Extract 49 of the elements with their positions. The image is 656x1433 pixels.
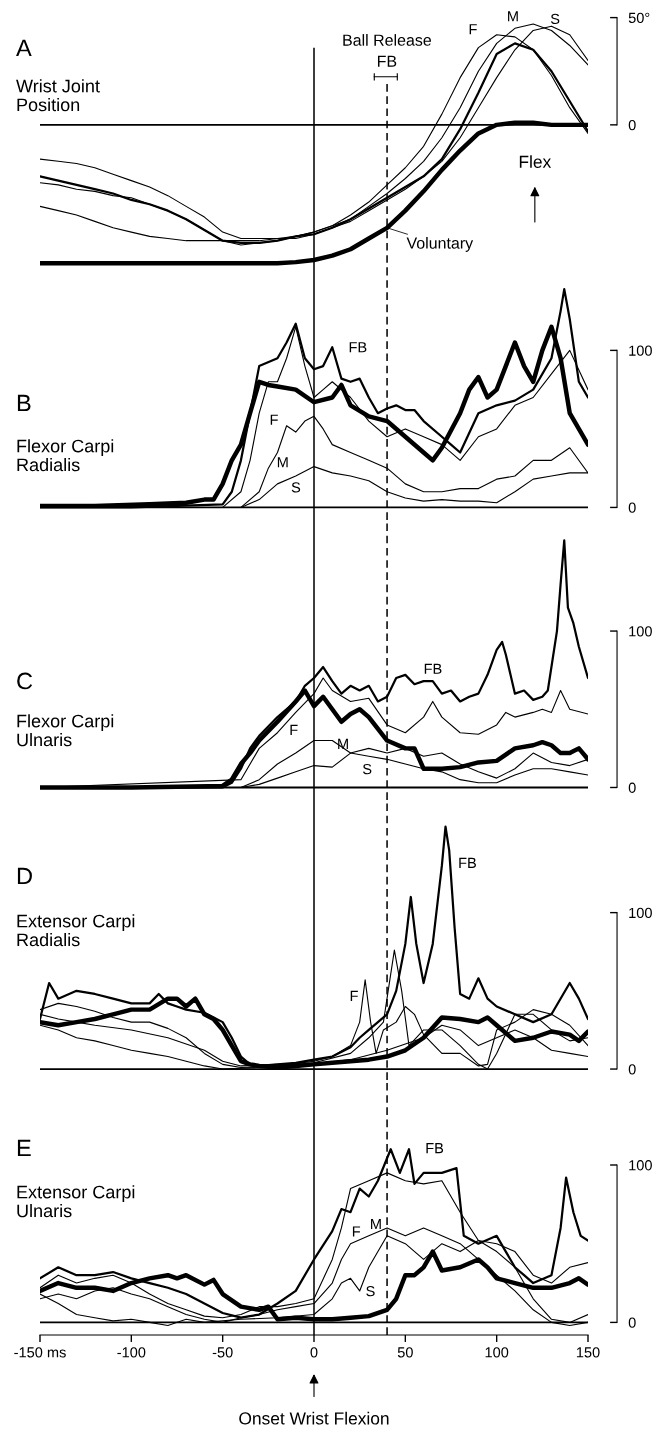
annotation: F [352, 1226, 361, 1237]
text: B [17, 394, 31, 412]
y-tick-label: 100 [629, 345, 652, 356]
text: Flexor Carpi Ulnaris [17, 714, 114, 747]
annotation: FB [349, 342, 367, 353]
y-tick-label: 0 [628, 119, 636, 131]
annotation: FB [426, 1143, 444, 1154]
x-tick-label: 150 [576, 1347, 600, 1358]
annotation: M [338, 738, 348, 749]
y-tick-label: 0 [628, 1317, 636, 1328]
annotation: Voluntary [406, 237, 474, 252]
annotation: S [291, 482, 301, 493]
annotation: Flex [519, 155, 552, 168]
y-tick-label: 0 [628, 1064, 636, 1075]
x-tick-label: -100 [117, 1347, 146, 1358]
annotation: FB [424, 663, 442, 674]
annotation: S [362, 763, 372, 775]
y-tick-label: 0 [628, 782, 636, 793]
text: Flexor Carpi Radialis [17, 439, 114, 472]
x-tick-label: 0 [310, 1347, 318, 1358]
annotation: M [277, 457, 288, 468]
y-tick-label: 100 [629, 907, 652, 919]
annotation: F [290, 724, 298, 735]
annotation: FB [377, 55, 397, 67]
text: Extensor Carpi Radialis [17, 914, 135, 947]
y-tick-label: 100 [629, 626, 652, 637]
text: D [17, 867, 32, 885]
annotation: Ball Release [343, 34, 432, 46]
annotation: F [350, 990, 358, 1001]
x-tick-label: -150 ms [14, 1347, 66, 1358]
y-tick-label: 100 [629, 1160, 652, 1171]
text: E [17, 1139, 31, 1157]
annotation: F [270, 414, 278, 425]
x-tick-label: -50 [212, 1347, 233, 1358]
annotation: S [366, 1286, 375, 1297]
y-tick-label: 0 [628, 502, 636, 513]
annotation: F [469, 24, 477, 35]
x-tick-label: 100 [485, 1347, 509, 1358]
text: Wrist Joint Position [16, 79, 100, 112]
annotation: M [371, 1219, 381, 1230]
text: Extensor Carpi Ulnaris [17, 1185, 135, 1218]
x-tick-label: 50 [397, 1347, 413, 1358]
text: Onset Wrist Flexion [239, 1411, 389, 1425]
annotation: M [508, 11, 518, 22]
annotation: S [550, 13, 560, 25]
text: C [17, 672, 33, 690]
annotation: FB [459, 857, 476, 868]
y-tick-label: 50° [628, 12, 650, 24]
text: A [16, 39, 32, 57]
